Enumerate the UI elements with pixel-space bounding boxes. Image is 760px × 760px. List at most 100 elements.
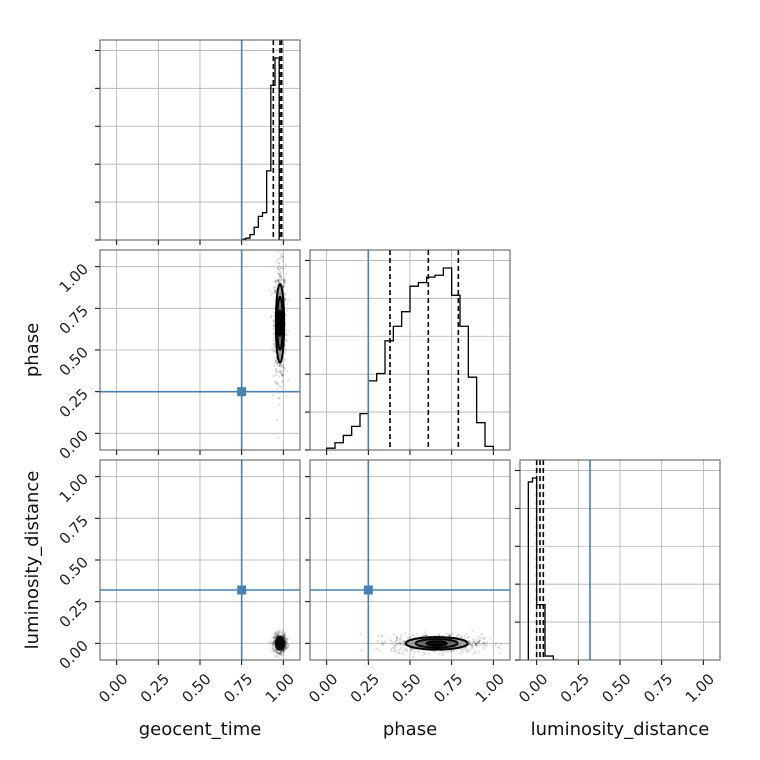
- sample-point: [381, 643, 384, 646]
- x-tick-label: 0.25: [557, 670, 593, 706]
- sample-point: [438, 634, 441, 637]
- sample-point: [478, 639, 482, 642]
- sample-point: [281, 634, 285, 637]
- sample-point: [468, 642, 471, 645]
- sample-point: [472, 645, 475, 648]
- x-tick-label: 0.00: [515, 670, 551, 706]
- sample-point: [418, 651, 421, 654]
- sample-point: [474, 642, 477, 646]
- sample-point: [279, 652, 282, 656]
- sample-point: [477, 640, 480, 643]
- sample-point: [380, 635, 384, 638]
- sample-point: [280, 374, 283, 378]
- sample-point: [382, 642, 385, 645]
- sample-point: [422, 651, 425, 655]
- contour-outer: [404, 636, 469, 651]
- sample-point: [283, 280, 286, 283]
- sample-point: [451, 632, 454, 636]
- x-tick-label: 1.00: [262, 670, 298, 706]
- x-axis-label-geocent_time: geocent_time: [139, 719, 262, 740]
- sample-point: [279, 272, 282, 275]
- sample-point: [281, 381, 284, 384]
- sample-point: [278, 631, 281, 634]
- sample-point: [285, 333, 288, 336]
- sample-point: [478, 640, 481, 643]
- sample-point: [474, 642, 477, 645]
- sample-point: [410, 649, 413, 653]
- sample-point: [273, 648, 276, 652]
- sample-point: [285, 646, 288, 650]
- sample-point: [275, 631, 278, 634]
- sample-point: [460, 635, 463, 638]
- sample-point: [456, 634, 460, 637]
- sample-point: [271, 637, 274, 640]
- sample-point: [410, 647, 413, 651]
- sample-point: [284, 645, 287, 649]
- sample-point: [273, 637, 276, 640]
- sample-point: [274, 291, 277, 294]
- sample-point: [270, 315, 273, 318]
- sample-point: [273, 642, 276, 645]
- sample-point: [469, 644, 472, 647]
- panel-phase-hist: [305, 249, 511, 455]
- sample-point: [275, 418, 279, 422]
- sample-point: [482, 636, 486, 640]
- sample-point: [272, 346, 275, 349]
- sample-point: [282, 649, 285, 652]
- sample-point: [378, 649, 381, 652]
- sample-point: [280, 279, 283, 282]
- sample-point: [282, 285, 285, 288]
- sample-point: [285, 638, 288, 641]
- sample-point: [470, 644, 473, 647]
- sample-point: [449, 650, 453, 653]
- plot-area: [100, 250, 300, 450]
- sample-point: [273, 349, 276, 352]
- sample-point: [279, 650, 282, 653]
- panel-geocent_time-vs-phase: 0.00 0.25 0.50 0.75 1.00 phase: [22, 249, 301, 463]
- sample-point: [283, 634, 286, 637]
- sample-point: [274, 280, 277, 283]
- sample-point: [359, 632, 362, 635]
- sample-point: [271, 646, 274, 649]
- sample-point: [274, 654, 278, 658]
- sample-point: [279, 276, 282, 280]
- sample-point: [282, 630, 285, 633]
- sample-point: [272, 644, 275, 647]
- sample-point: [277, 279, 280, 282]
- sample-point: [438, 652, 441, 655]
- sample-point: [405, 649, 409, 652]
- sample-point: [273, 286, 276, 289]
- sample-point: [279, 281, 282, 284]
- sample-point: [283, 650, 286, 653]
- sample-point: [274, 631, 277, 634]
- sample-point: [427, 653, 430, 656]
- sample-point: [283, 367, 287, 371]
- sample-point: [274, 360, 277, 363]
- sample-point: [402, 644, 406, 647]
- sample-point: [278, 403, 281, 406]
- sample-point: [280, 654, 283, 657]
- sample-point: [416, 649, 420, 653]
- sample-point: [275, 634, 278, 637]
- x-tick-label: 0.25: [137, 670, 173, 706]
- sample-point: [271, 643, 274, 646]
- sample-point: [410, 648, 413, 651]
- sample-point: [276, 651, 279, 654]
- contour-outer: [274, 636, 286, 651]
- sample-point: [283, 281, 287, 284]
- sample-point: [395, 642, 398, 645]
- sample-point: [499, 651, 502, 655]
- sample-point: [272, 647, 276, 650]
- y-axis-label-luminosity_distance: luminosity_distance: [22, 471, 43, 650]
- panel-frame: [99, 459, 301, 661]
- sample-point: [491, 644, 494, 648]
- sample-point: [278, 257, 281, 261]
- y-axis-label-phase: phase: [22, 323, 43, 377]
- sample-point: [280, 266, 283, 269]
- sample-point: [277, 278, 280, 281]
- sample-point: [283, 279, 286, 282]
- sample-point: [275, 370, 278, 373]
- sample-point: [275, 368, 278, 372]
- sample-point: [277, 651, 281, 655]
- sample-point: [278, 364, 281, 367]
